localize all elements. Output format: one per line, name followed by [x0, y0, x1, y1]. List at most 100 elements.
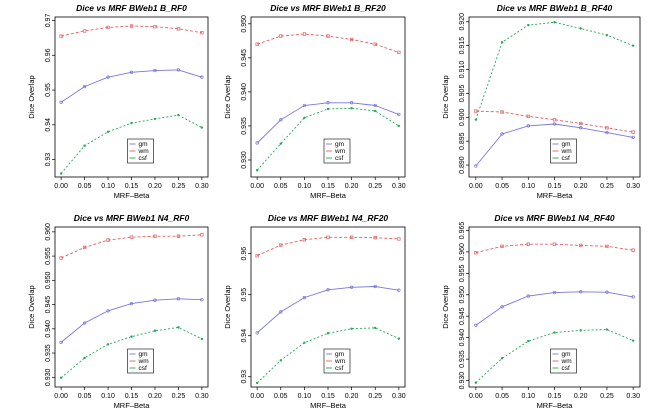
y-tick-label: 0.905: [459, 85, 466, 103]
data-point-gm: [373, 103, 377, 108]
x-tick-label: 0.30: [626, 393, 640, 400]
data-point-wm: [605, 244, 609, 248]
x-tick-label: 0.15: [321, 183, 335, 190]
data-point-gm: [500, 305, 504, 309]
x-tick-label: 0.00: [54, 183, 68, 190]
x-tick-label: 0.00: [54, 393, 68, 400]
data-point-csf: [374, 109, 377, 113]
y-tick-label: 0.900: [459, 108, 466, 126]
x-axis-label: MRF–Beta: [537, 191, 574, 200]
data-point-wm: [129, 235, 134, 239]
legend-label-gm: gm: [335, 351, 344, 358]
data-point-wm: [106, 25, 110, 30]
data-point-gm: [349, 285, 354, 289]
series-line-wm: [61, 25, 202, 37]
series-wm: [255, 235, 401, 258]
data-point-csf: [106, 343, 110, 346]
x-tick-label: 0.15: [548, 393, 562, 400]
y-tick-label: 0.915: [459, 37, 466, 55]
legend-label-gm: gm: [562, 141, 571, 148]
x-tick-label: 0.05: [78, 183, 92, 190]
data-point-wm: [605, 126, 609, 130]
data-point-gm: [552, 122, 557, 126]
legend-label-wm: wm: [561, 358, 572, 365]
legend-label-wm: wm: [561, 148, 572, 155]
y-tick-label: 0.965: [459, 222, 466, 240]
data-point-gm: [605, 130, 609, 135]
data-point-csf: [303, 116, 306, 119]
panel-5: Dice vs MRF BWeb1 N4_RF20 0.00 0.05 0.10 0.1…: [223, 213, 406, 410]
data-point-wm: [59, 34, 63, 38]
x-tick-label: 0.10: [101, 183, 115, 190]
data-point-wm: [397, 237, 401, 241]
y-tick-label: 0.960: [45, 223, 52, 241]
data-point-wm: [631, 130, 635, 134]
series-line-gm: [60, 69, 203, 103]
series-csf: [474, 328, 635, 384]
data-point-gm: [59, 340, 63, 345]
data-point-wm: [279, 243, 283, 247]
data-point-wm: [176, 234, 181, 238]
data-point-wm: [373, 42, 377, 46]
series-csf: [59, 326, 204, 379]
series-gm: [255, 101, 401, 145]
data-point-wm: [279, 34, 283, 38]
x-tick-label: 0.20: [148, 393, 162, 400]
data-point-gm: [326, 288, 330, 292]
data-point-gm: [605, 290, 609, 294]
data-point-csf: [605, 328, 609, 331]
series-gm: [59, 297, 204, 345]
x-axis-label: MRF–Beta: [310, 191, 347, 200]
data-point-wm: [526, 242, 530, 246]
x-tick-label: 0.00: [469, 393, 483, 400]
series-csf: [255, 107, 401, 172]
data-point-gm: [302, 295, 307, 300]
data-point-csf: [631, 44, 635, 47]
legend-label-csf: csf: [335, 155, 344, 162]
x-tick-label: 0.10: [101, 393, 115, 400]
series-line-wm: [60, 234, 202, 259]
data-point-wm: [59, 256, 63, 260]
series-line-gm: [256, 286, 399, 334]
data-point-gm: [500, 132, 504, 136]
series-line-wm: [475, 110, 634, 133]
y-tick-label: 0.945: [45, 296, 52, 314]
data-point-csf: [631, 339, 635, 342]
data-point-gm: [526, 294, 530, 298]
y-tick-label: 0.94: [45, 118, 52, 132]
data-point-gm: [279, 118, 283, 122]
data-point-csf: [83, 144, 86, 147]
legend-label-wm: wm: [334, 358, 345, 365]
data-point-wm: [153, 234, 157, 238]
data-point-wm: [200, 233, 204, 237]
data-point-csf: [153, 329, 157, 332]
data-point-csf: [279, 142, 282, 145]
y-tick-label: 0.960: [459, 243, 466, 261]
data-point-gm: [106, 309, 110, 313]
y-tick-label: 0.930: [241, 151, 248, 169]
data-point-wm: [349, 235, 354, 239]
data-point-gm: [200, 75, 204, 79]
data-point-gm: [129, 301, 134, 306]
legend-label-gm: gm: [139, 351, 148, 358]
data-point-csf: [500, 357, 504, 360]
data-point-csf: [255, 168, 259, 172]
y-tick-label: 0.895: [459, 132, 466, 150]
data-point-wm: [82, 245, 87, 250]
data-point-wm: [200, 31, 204, 35]
x-tick-label: 0.25: [172, 393, 186, 400]
panel-title: Dice vs MRF BWeb1 N4_RF20: [268, 213, 389, 223]
x-tick-label: 0.25: [172, 183, 186, 190]
y-axis-label: Dice Overlap: [27, 75, 36, 118]
x-tick-label: 0.25: [368, 183, 382, 190]
y-tick-label: 0.940: [241, 83, 248, 101]
y-tick-label: 0.930: [459, 372, 466, 390]
x-tick-label: 0.15: [125, 393, 139, 400]
data-point-wm: [129, 24, 134, 28]
panel-title: Dice vs MRF BWeb1 N4_RF40: [494, 213, 615, 223]
x-tick-label: 0.00: [250, 393, 264, 400]
data-point-gm: [397, 112, 401, 117]
